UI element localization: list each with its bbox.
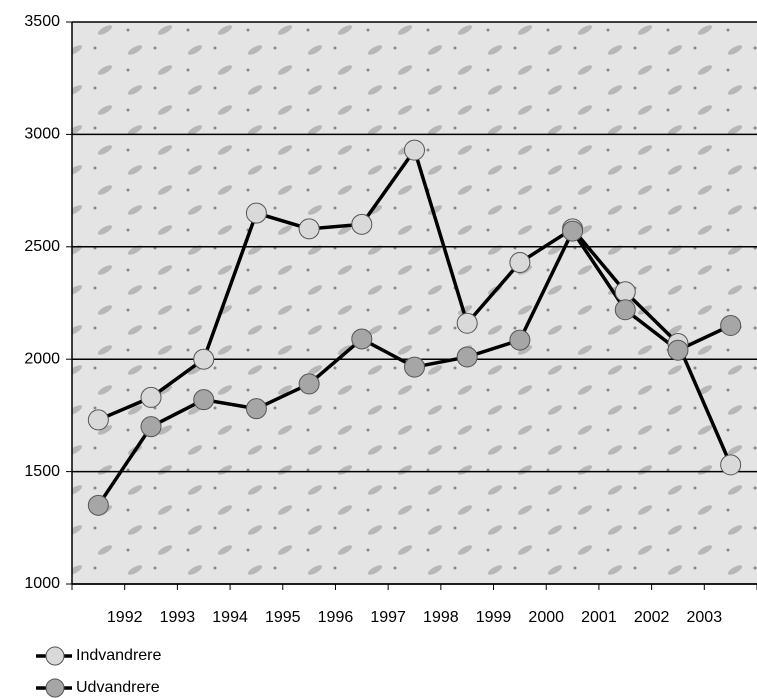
- data-point: [404, 356, 425, 378]
- data-point: [140, 386, 162, 408]
- data-point: [456, 312, 478, 334]
- x-tick-label: 2002: [634, 609, 670, 626]
- legend-label: Udvandrere: [76, 679, 160, 696]
- data-point: [245, 398, 267, 420]
- data-point: [456, 346, 478, 368]
- y-tick-label: 3000: [24, 126, 60, 143]
- data-point: [509, 329, 531, 351]
- data-point: [562, 220, 584, 242]
- x-tick-label: 1994: [212, 609, 248, 626]
- data-point: [87, 409, 109, 431]
- data-point: [140, 416, 162, 438]
- plot-area: [72, 22, 757, 584]
- legend-marker: [45, 646, 65, 666]
- x-tick-label: 2001: [581, 609, 617, 626]
- data-point: [87, 494, 109, 516]
- data-point: [298, 218, 320, 240]
- data-point: [667, 339, 689, 361]
- data-point: [404, 139, 425, 161]
- data-point: [509, 252, 531, 274]
- data-point: [720, 314, 742, 336]
- x-tick-label: 1998: [423, 609, 459, 626]
- y-tick-label: 2000: [24, 350, 60, 367]
- data-point: [298, 373, 320, 395]
- x-tick-label: 1996: [318, 609, 354, 626]
- data-point: [351, 328, 373, 350]
- data-point: [614, 281, 636, 303]
- data-point: [351, 213, 373, 235]
- data-point: [193, 348, 215, 370]
- data-point: [245, 202, 267, 224]
- y-tick-label: 1500: [24, 463, 60, 480]
- x-tick-label: 1993: [160, 609, 196, 626]
- data-point: [193, 389, 215, 411]
- legend-label: Indvandrere: [76, 647, 161, 664]
- legend-marker: [45, 678, 65, 698]
- x-tick-label: 2003: [687, 609, 723, 626]
- x-tick-label: 1995: [265, 609, 301, 626]
- x-tick-label: 1992: [107, 609, 143, 626]
- x-tick-label: 1999: [476, 609, 512, 626]
- data-point: [720, 454, 742, 476]
- y-tick-label: 1000: [24, 575, 60, 592]
- x-tick-label: 1997: [370, 609, 406, 626]
- y-tick-label: 3500: [24, 13, 60, 30]
- x-tick-label: 2000: [528, 609, 564, 626]
- data-point: [614, 299, 636, 321]
- y-tick-label: 2500: [24, 238, 60, 255]
